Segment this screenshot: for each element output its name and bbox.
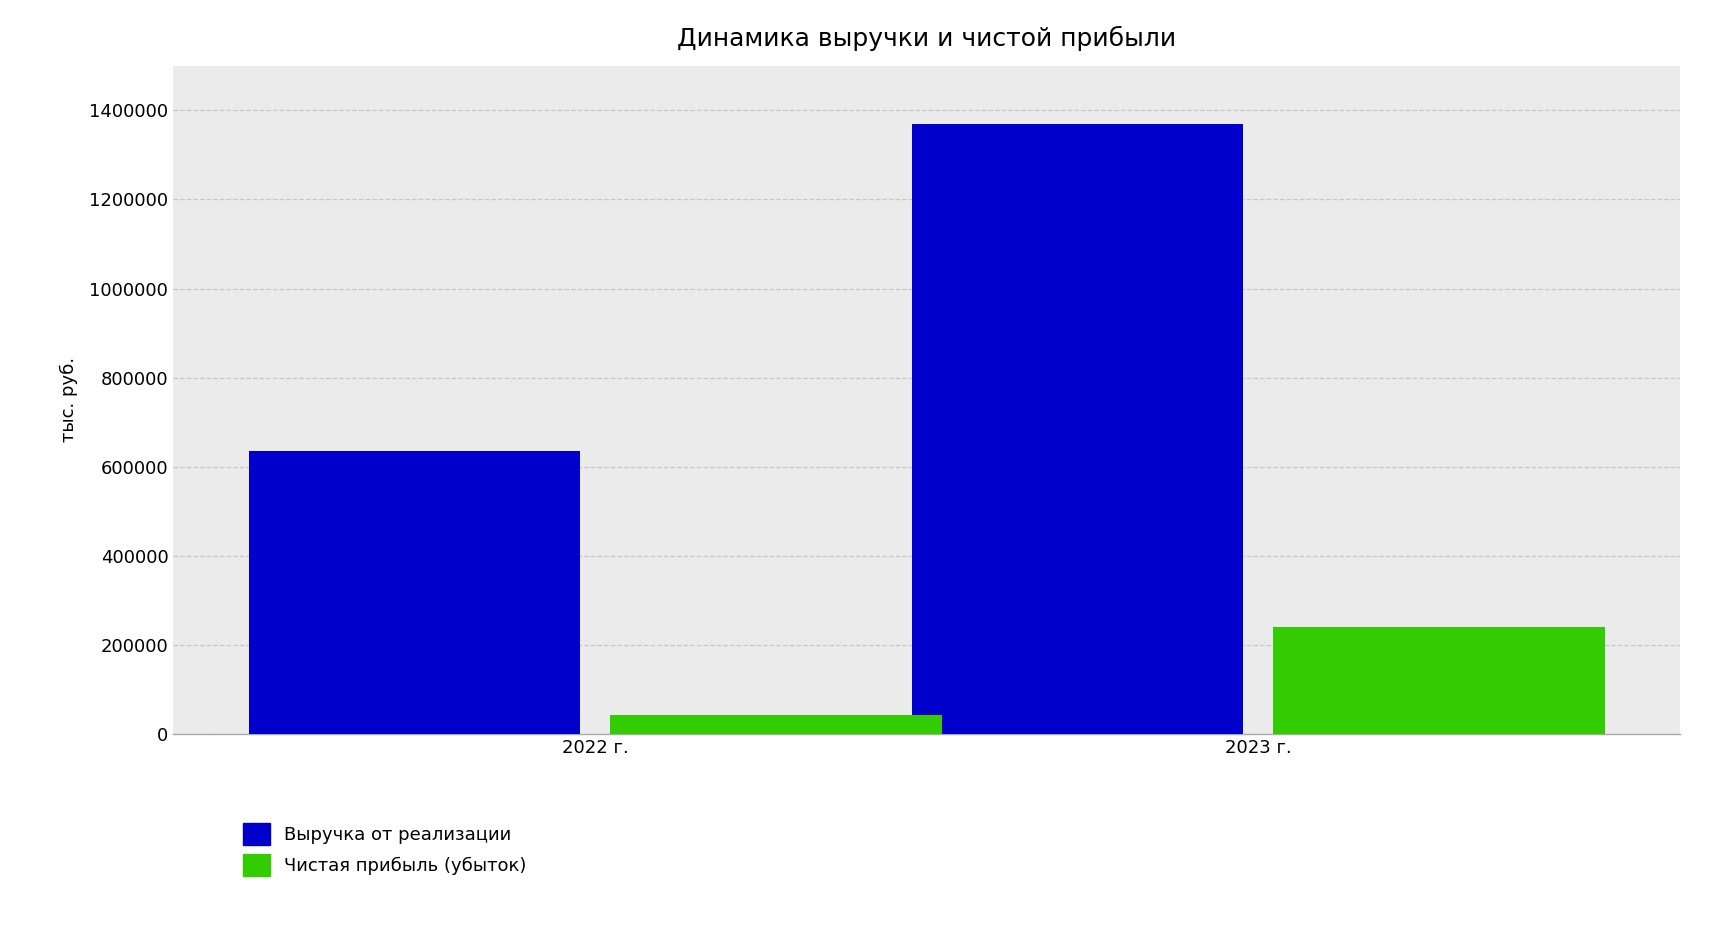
Bar	[911, 124, 1244, 734]
Title: Динамика выручки и чистой прибыли: Динамика выручки и чистой прибыли	[677, 26, 1176, 52]
Legend: Выручка от реализации, Чистая прибыль (убыток): Выручка от реализации, Чистая прибыль (у…	[242, 823, 527, 876]
Bar	[610, 715, 942, 734]
Bar	[249, 451, 580, 734]
Y-axis label: тыс. руб.: тыс. руб.	[61, 358, 78, 442]
Bar	[1273, 627, 1604, 734]
